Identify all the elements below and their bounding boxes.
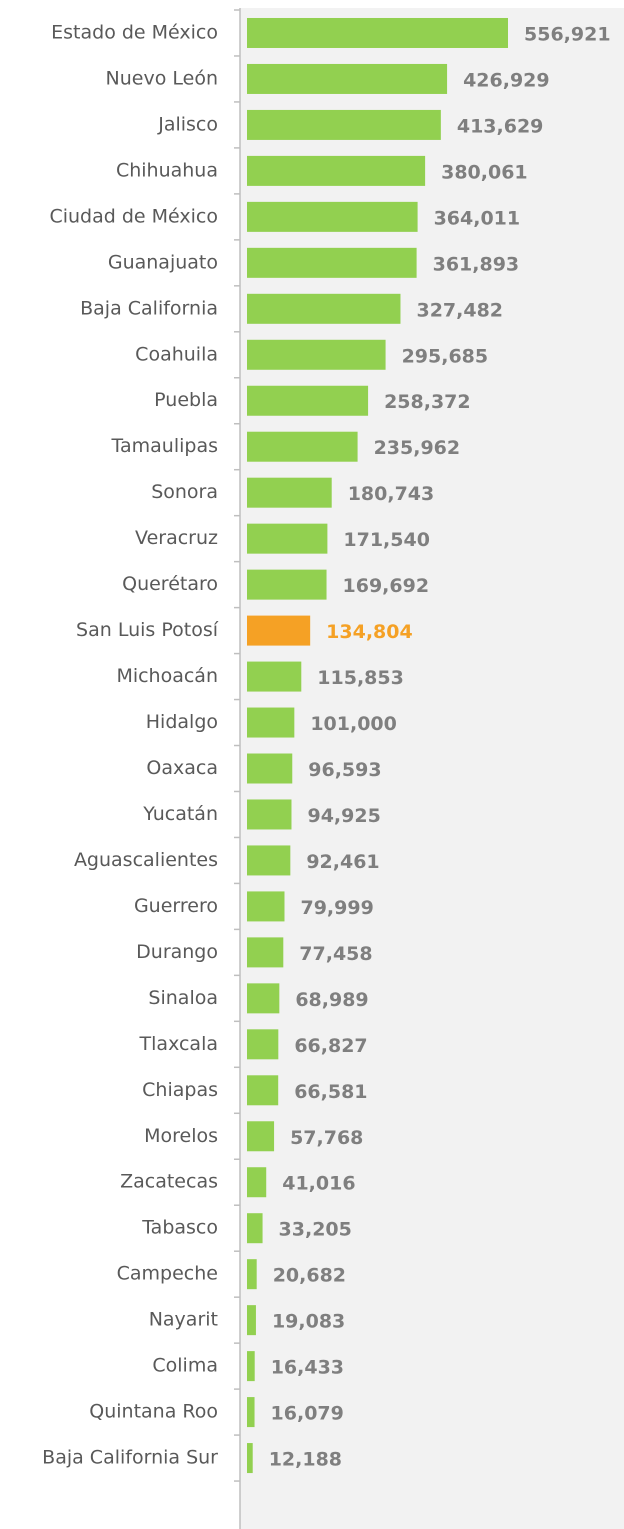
bar [247,1443,253,1474]
category-label: Quintana Roo [89,1401,218,1423]
value-label: 16,433 [271,1357,344,1379]
bar [247,1259,257,1290]
category-label: Tlaxcala [139,1033,218,1055]
bar [247,753,293,784]
bar [247,661,302,692]
value-label: 66,581 [294,1081,367,1103]
category-label: Zacatecas [120,1171,218,1193]
bar [247,385,369,416]
category-label: Sonora [151,481,218,503]
category-label: Guanajuato [108,251,218,273]
value-label: 380,061 [441,161,528,183]
value-label: 19,083 [272,1311,345,1333]
bar [247,1351,255,1382]
value-label: 101,000 [310,713,397,735]
category-label: Oaxaca [146,757,218,779]
category-label: Estado de México [51,21,218,43]
value-label: 169,692 [343,575,430,597]
category-label: Baja California Sur [42,1447,218,1469]
bar [247,937,284,968]
category-label: Guerrero [134,895,218,917]
category-label: San Luis Potosí [76,619,219,641]
bar [247,1121,275,1152]
bar [247,339,386,370]
value-label: 12,188 [269,1449,342,1471]
bar [247,983,280,1014]
category-label: Campeche [117,1263,218,1285]
category-label: Hidalgo [146,711,218,733]
bar [247,247,417,278]
value-label: 134,804 [326,621,413,643]
category-label: Tamaulipas [111,435,218,457]
bar [247,1213,263,1244]
bar [247,1167,267,1198]
category-label: Aguascalientes [74,849,218,871]
value-label: 327,482 [416,299,503,321]
value-label: 295,685 [402,345,489,367]
bar [247,477,332,508]
category-label: Colima [152,1355,218,1377]
value-label: 16,079 [271,1403,344,1425]
category-label: Sinaloa [148,987,218,1009]
bar [247,109,441,140]
bar [247,1397,255,1428]
category-label: Tabasco [141,1217,218,1239]
value-label: 413,629 [457,115,544,137]
category-label: Durango [136,941,218,963]
value-label: 20,682 [273,1265,346,1287]
value-label: 235,962 [374,437,461,459]
bar [247,1075,279,1106]
value-label: 41,016 [282,1173,355,1195]
value-label: 77,458 [299,943,372,965]
value-label: 258,372 [384,391,471,413]
bar [247,523,328,554]
value-label: 361,893 [433,253,520,275]
value-label: 66,827 [294,1035,367,1057]
value-label: 68,989 [295,989,368,1011]
value-label: 96,593 [308,759,381,781]
value-label: 556,921 [524,23,611,45]
bar [247,799,292,830]
value-label: 171,540 [343,529,430,551]
category-label: Yucatán [142,803,218,825]
category-label: Puebla [154,389,218,411]
value-label: 57,768 [290,1127,363,1149]
plot-area [240,8,624,1529]
category-label: Morelos [144,1125,218,1147]
bar [247,845,291,876]
bar [247,1305,256,1336]
value-label: 115,853 [317,667,404,689]
category-label: Baja California [80,297,218,319]
category-label: Nayarit [149,1309,218,1331]
category-label: Coahuila [135,343,218,365]
bar [247,431,358,462]
bar [247,155,426,186]
category-label: Querétaro [122,573,218,595]
category-label: Ciudad de México [49,205,218,227]
category-label: Michoacán [116,665,218,687]
category-label: Nuevo León [106,67,218,89]
value-label: 426,929 [463,69,550,91]
value-label: 79,999 [300,897,373,919]
category-label: Jalisco [157,113,218,135]
bar [247,615,311,646]
bar [247,201,418,232]
category-label: Chiapas [142,1079,218,1101]
bar [247,293,401,324]
value-label: 364,011 [434,207,521,229]
value-label: 92,461 [306,851,379,873]
value-label: 94,925 [307,805,380,827]
bar [247,1029,279,1060]
bar [247,63,448,94]
bar [247,707,295,738]
value-label: 180,743 [348,483,435,505]
bar [247,569,327,600]
bar [247,17,508,48]
category-label: Chihuahua [116,159,218,181]
category-label: Veracruz [135,527,218,549]
value-label: 33,205 [279,1219,352,1241]
bar [247,891,285,922]
